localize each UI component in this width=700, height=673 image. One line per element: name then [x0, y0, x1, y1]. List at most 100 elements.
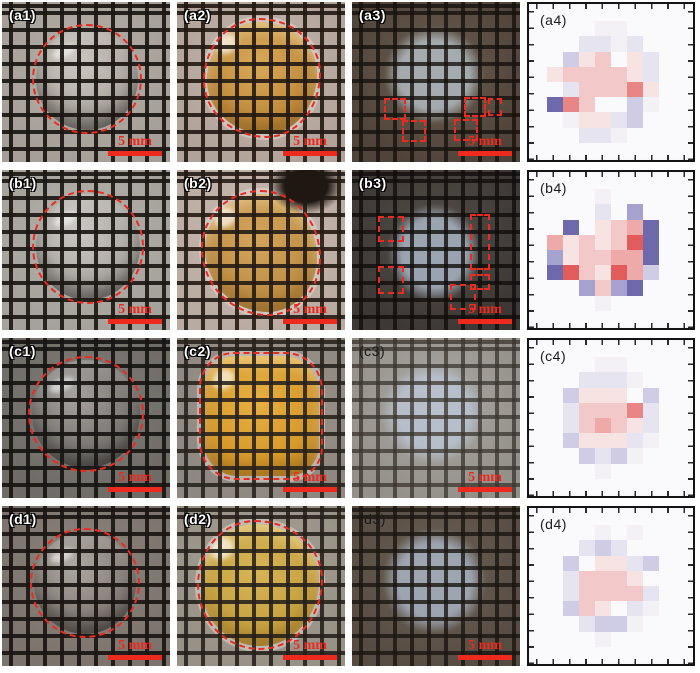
scale-bar-line [458, 487, 512, 492]
tick-marks-top [529, 340, 693, 345]
heatmap-cell [563, 433, 579, 449]
heatmap-cell [643, 174, 659, 190]
droplet-outline [199, 352, 323, 480]
heatmap-cell [643, 21, 659, 37]
heatmap-cell [547, 448, 563, 464]
droplet-outline [30, 528, 140, 638]
heatmap-cell [611, 616, 627, 632]
heatmap-cell [563, 372, 579, 388]
heatmap-cell [659, 6, 675, 22]
heatmap-cell [595, 81, 611, 98]
heatmap-cell [547, 342, 563, 358]
heatmap-cell [531, 372, 547, 388]
heatmap-cell [579, 402, 595, 418]
heatmap-cell [531, 280, 547, 296]
scale-bar: 5 mm [283, 303, 337, 324]
heatmap-cell [547, 81, 563, 98]
heatmap-cell [643, 555, 659, 571]
panel-label: (c4) [540, 348, 567, 364]
scale-bar-line [458, 655, 512, 660]
heatmap-cell [675, 219, 691, 235]
droplet-outline [28, 356, 144, 472]
panel-label: (b4) [540, 180, 567, 196]
heatmap-cell [643, 525, 659, 541]
heatmap-cell [531, 51, 547, 67]
heatmap-cell [659, 21, 675, 37]
heatmap-cell [563, 219, 579, 235]
heatmap-cell [659, 280, 675, 296]
scale-bar-label: 5 mm [118, 638, 152, 653]
scale-bar: 5 mm [283, 639, 337, 660]
heatmap-cell [611, 357, 627, 373]
heatmap-cell [563, 81, 579, 98]
heatmap-cell [563, 142, 579, 158]
heatmap-cell [595, 66, 611, 82]
heatmap-cell [627, 601, 643, 617]
heatmap-cell [659, 204, 675, 220]
heatmap-cell [563, 417, 579, 434]
heatmap-cell [643, 417, 659, 434]
heatmap-cell [627, 448, 643, 464]
panel-label: (a3) [359, 7, 386, 23]
heatmap-cell [611, 81, 627, 98]
annotation-box [470, 214, 490, 270]
heatmap-cell [611, 585, 627, 602]
heatmap-cell [547, 249, 563, 266]
heatmap-cell [675, 66, 691, 82]
heatmap-cell [627, 570, 643, 586]
heatmap-cell [627, 372, 643, 388]
heatmap-cell [643, 402, 659, 418]
panel-b1: (b1) 5 mm [2, 170, 170, 330]
heatmap-cell [675, 448, 691, 464]
heatmap-cell [659, 174, 675, 190]
panel-label: (c2) [184, 343, 211, 359]
scale-bar-line [283, 655, 337, 660]
heatmap-cell [563, 448, 579, 464]
heatmap-cell [627, 295, 643, 311]
panel-label: (d2) [184, 511, 212, 527]
heatmap-cell [563, 21, 579, 37]
heatmap-cell [643, 204, 659, 220]
panel-c4: (c4) [527, 338, 695, 498]
heatmap-cell [563, 280, 579, 296]
droplet-outline [203, 18, 321, 138]
heatmap-cell [595, 142, 611, 158]
heatmap-cell [563, 540, 579, 556]
heatmap-cell [643, 142, 659, 158]
heatmap-cell [643, 127, 659, 143]
heatmap-cell [611, 540, 627, 556]
scale-bar: 5 mm [458, 135, 512, 156]
heatmap-cell [547, 357, 563, 373]
heatmap-cell [531, 448, 547, 464]
heatmap-cell [627, 433, 643, 449]
scale-bar: 5 mm [458, 303, 512, 324]
scale-bar: 5 mm [108, 135, 162, 156]
heatmap-cell [675, 525, 691, 541]
heatmap-cell [659, 540, 675, 556]
heatmap-cell [675, 6, 691, 22]
panel-label: (c1) [9, 343, 36, 359]
scale-bar-line [283, 319, 337, 324]
tick-marks-left [529, 172, 534, 328]
heatmap-cell [675, 112, 691, 128]
heatmap-cell [563, 234, 579, 250]
heatmap-cell [547, 97, 563, 113]
heatmap-cell [675, 127, 691, 143]
heatmap-cell [595, 510, 611, 526]
heatmap-cell [643, 372, 659, 388]
heatmap-cell [563, 204, 579, 220]
heatmap-cell [579, 51, 595, 67]
heatmap-cell [595, 478, 611, 494]
heatmap-cell [659, 357, 675, 373]
heatmap-cell [643, 540, 659, 556]
heatmap-cell [579, 249, 595, 266]
heatmap-cell [643, 112, 659, 128]
heatmap-cell [643, 219, 659, 235]
heatmap-cell [627, 112, 643, 128]
heatmap-cell [547, 6, 563, 22]
panel-d4: (d4) [527, 506, 695, 666]
heatmap-cell [547, 127, 563, 143]
heatmap-cell [627, 510, 643, 526]
heatmap-cell [643, 249, 659, 266]
heatmap-cell [531, 646, 547, 662]
